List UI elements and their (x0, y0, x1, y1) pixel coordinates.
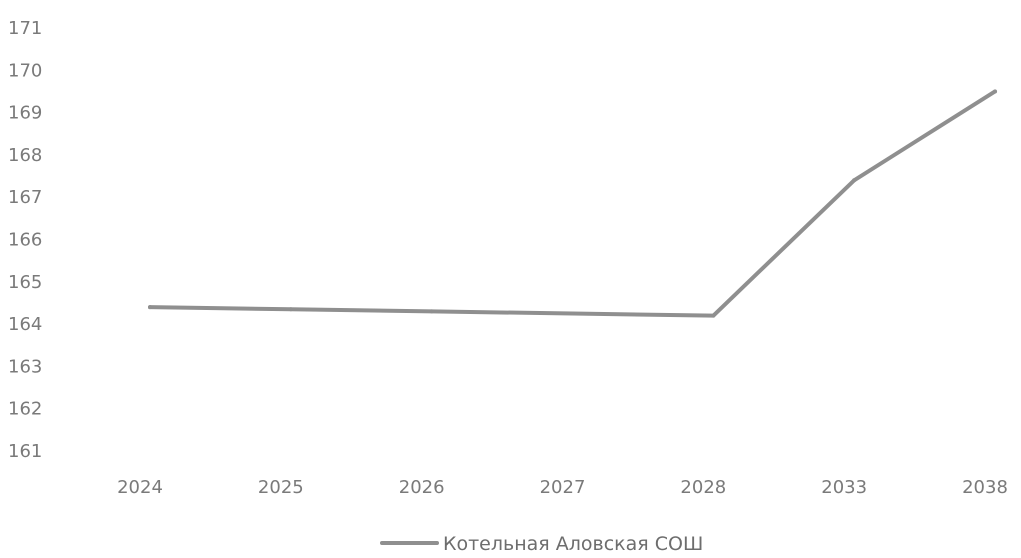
x-tick-label: 2033 (821, 477, 867, 498)
x-tick-label: 2024 (117, 477, 163, 498)
data-point (711, 313, 716, 318)
y-tick-label: 169 (8, 103, 42, 124)
y-tick-label: 163 (8, 356, 42, 377)
data-point (429, 309, 434, 314)
legend: Котельная Аловская СОШ (380, 533, 703, 555)
data-point (570, 311, 575, 316)
legend-label: Котельная Аловская СОШ (443, 533, 703, 555)
x-tick-label: 2027 (540, 477, 586, 498)
data-point (148, 305, 152, 310)
y-tick-label: 164 (8, 314, 42, 335)
y-tick-label: 165 (8, 272, 42, 293)
y-tick-label: 161 (8, 441, 42, 462)
data-point (288, 307, 293, 312)
data-point (993, 89, 997, 94)
y-axis-ticks: 161 162 163 164 165 166 167 168 169 170 171 (8, 18, 42, 462)
y-tick-label: 170 (8, 60, 42, 81)
y-tick-label: 166 (8, 230, 42, 251)
x-tick-label: 2025 (258, 477, 304, 498)
y-tick-label: 171 (8, 18, 42, 39)
data-point (852, 178, 857, 183)
series-line (148, 89, 997, 318)
y-tick-label: 168 (8, 145, 42, 166)
series-layer (148, 89, 997, 318)
x-tick-label: 2026 (399, 477, 445, 498)
x-tick-label: 2028 (680, 477, 726, 498)
x-tick-label: 2038 (962, 477, 1008, 498)
y-tick-label: 167 (8, 187, 42, 208)
x-axis-ticks: 2024 2025 2026 2027 2028 2033 2038 (117, 477, 1008, 498)
y-tick-label: 162 (8, 399, 42, 420)
